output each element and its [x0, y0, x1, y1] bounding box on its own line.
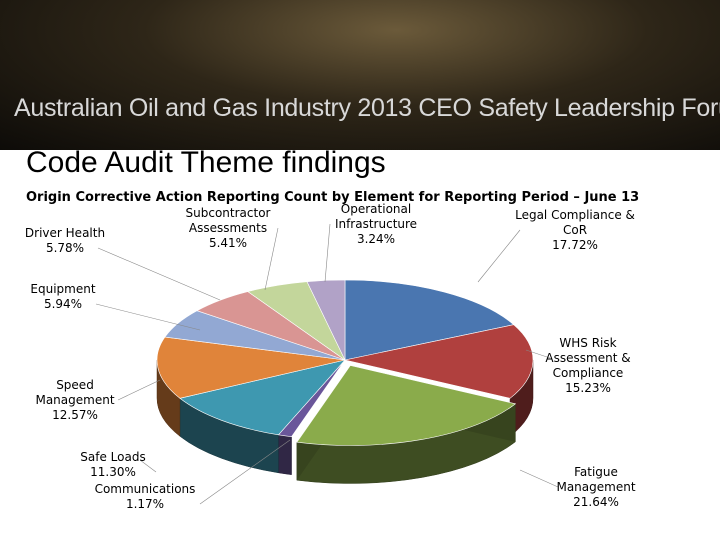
leader-line [264, 227, 279, 291]
value-label: 5.78% [45, 241, 85, 255]
category-label: Operational Infrastructure [334, 202, 418, 231]
slice-label: Fatigue Management 21.64% [548, 465, 644, 510]
slice [179, 359, 346, 436]
value-label: 15.23% [565, 381, 611, 395]
category-label: Subcontractor Assessments [185, 206, 271, 235]
value-label: 1.17% [125, 497, 165, 511]
leader-line [519, 469, 559, 488]
slice-label: Equipment 5.94% [20, 282, 106, 312]
slice-label: Subcontractor Assessments 5.41% [168, 206, 288, 251]
category-label: Safe Loads [80, 450, 146, 464]
leader-line [97, 247, 221, 301]
slice [344, 279, 515, 361]
slice-label: Legal Compliance & CoR 17.72% [510, 208, 640, 253]
chart-subtitle: Origin Corrective Action Reporting Count… [26, 190, 640, 205]
category-label: Legal Compliance & CoR [515, 208, 635, 237]
value-label: 21.64% [573, 495, 619, 509]
category-label: Driver Health [24, 226, 106, 240]
slice-label: Speed Management 12.57% [22, 378, 128, 423]
value-label: 11.30% [90, 465, 136, 479]
banner: Australian Oil and Gas Industry 2013 CEO… [0, 0, 720, 150]
slice [306, 279, 346, 361]
category-label: Communications [94, 482, 196, 496]
slice [344, 324, 534, 399]
banner-text: Australian Oil and Gas Industry 2013 CEO… [14, 94, 720, 122]
leader-line [199, 439, 291, 505]
slice-label: Communications 1.17% [80, 482, 210, 512]
leader-line [95, 303, 201, 331]
leader-line [139, 459, 157, 473]
value-label: 5.41% [208, 236, 248, 250]
slice-side [278, 434, 292, 475]
slice-label: Operational Infrastructure 3.24% [320, 202, 432, 247]
value-label: 5.94% [43, 297, 83, 311]
value-label: 3.24% [356, 232, 396, 246]
leader-line [477, 229, 521, 283]
leader-line [525, 349, 551, 359]
value-label: 12.57% [52, 408, 98, 422]
leader-line [117, 379, 161, 401]
chart-title: Code Audit Theme findings [26, 146, 386, 179]
leader-line [324, 223, 331, 283]
category-label: WHS Risk Assessment & Compliance [545, 336, 631, 380]
slice-label: WHS Risk Assessment & Compliance 15.23% [540, 336, 636, 396]
category-label: Speed Management [35, 378, 115, 407]
slice-label: Driver Health 5.78% [22, 226, 108, 256]
slice [296, 365, 517, 446]
slice-label: Safe Loads 11.30% [60, 450, 166, 480]
category-label: Equipment [30, 282, 96, 296]
category-label: Fatigue Management [556, 465, 636, 494]
slice [156, 336, 346, 399]
value-label: 17.72% [552, 238, 598, 252]
